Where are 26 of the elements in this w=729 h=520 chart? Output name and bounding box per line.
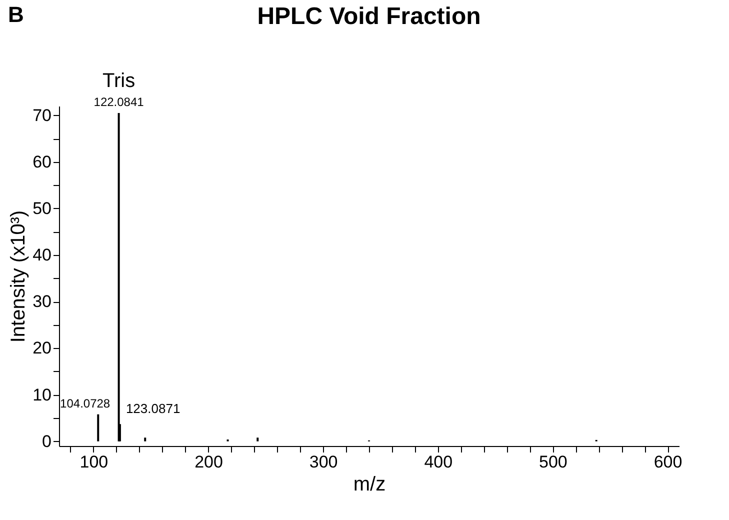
annotation: 123.0871 [126,401,180,416]
x-tick-label: 500 [539,452,568,472]
y-tick-label: 10 [32,385,52,404]
annotation: 122.0841 [94,94,144,109]
x-tick-label: 300 [309,452,338,472]
bar [118,112,120,442]
chart-title: HPLC Void Fraction [257,2,481,30]
x-tick-label: 100 [80,452,108,472]
y-axis-title: Intensity (x10³) [8,210,30,343]
text: B [8,2,24,28]
y-tick-label: 20 [32,338,52,358]
x-tick-label: 400 [424,452,453,472]
bar [144,438,146,442]
y-tick-label: 40 [32,246,52,265]
annotation: 104.0728 [60,396,110,410]
bar [256,438,259,442]
y-tick-label: 70 [32,106,52,125]
y-tick-label: 50 [32,198,52,218]
x-tick-label: 600 [654,452,682,472]
bar [97,414,100,442]
x-axis-title: m/z [353,474,386,496]
y-tick-label: 0 [42,432,52,451]
y-tick-label: 30 [32,292,52,312]
x-tick-label: 200 [194,452,223,472]
y-tick-label: 60 [32,152,52,172]
annotation: Tris [102,70,136,92]
